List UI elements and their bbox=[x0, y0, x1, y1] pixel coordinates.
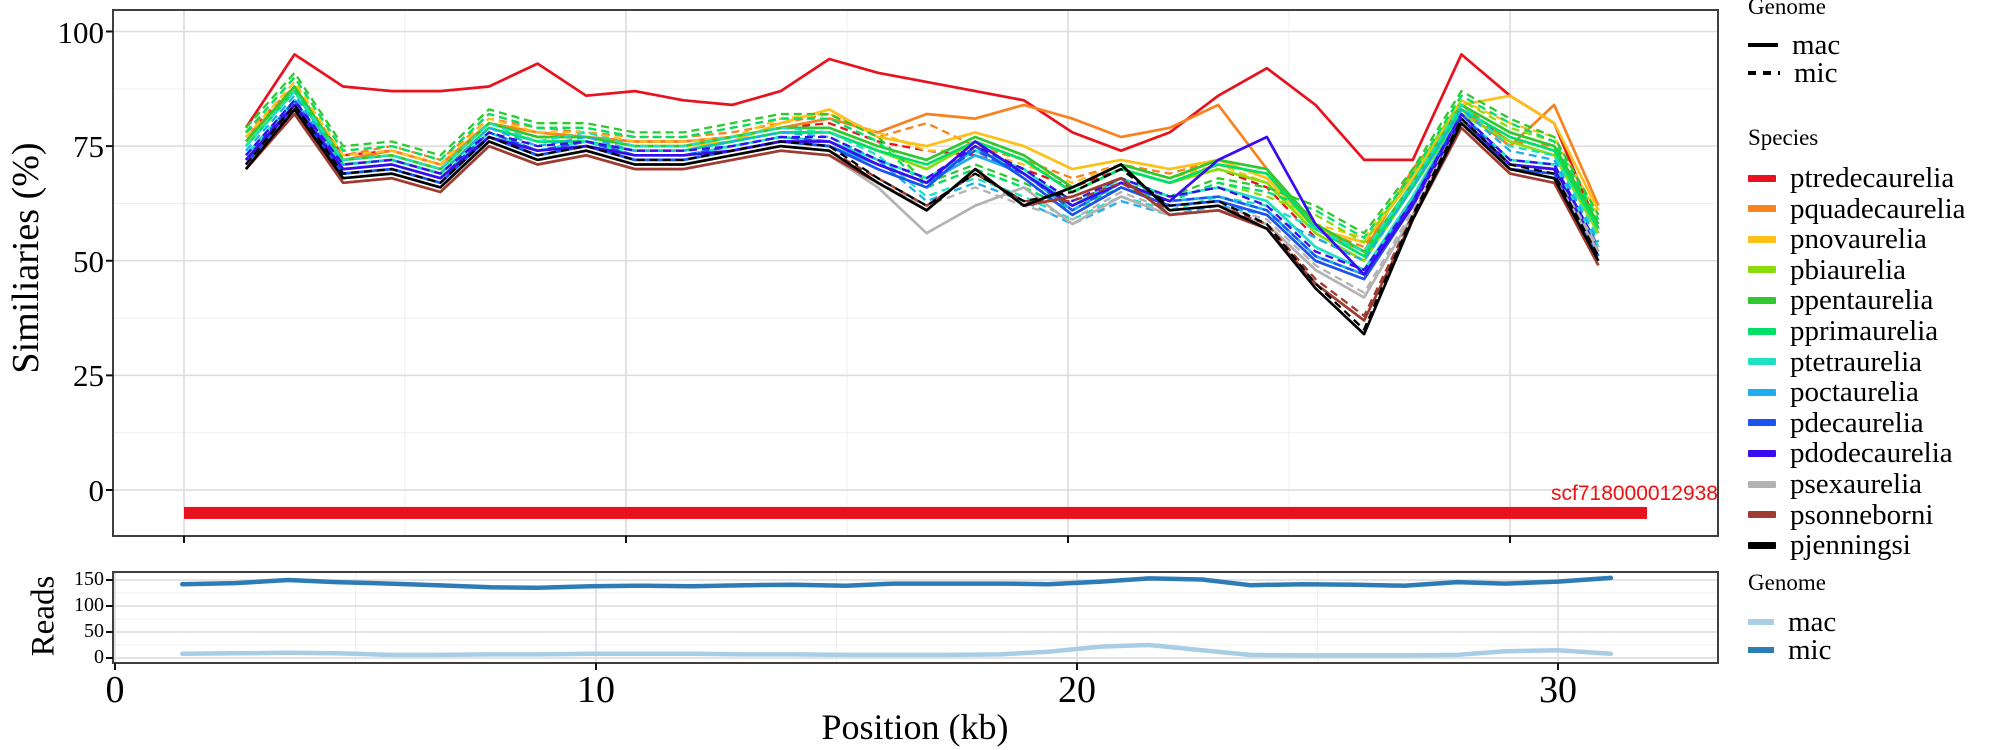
series-line-ptetraurelia-mic bbox=[245, 89, 1600, 253]
series-line-poctaurelia-mic bbox=[245, 94, 1600, 262]
legend-genome-top-title: Genome bbox=[1748, 0, 1826, 19]
legend-species-pdodecaurelia-label: pdodecaurelia bbox=[1790, 437, 1953, 470]
legend-species-pjenningsi: pjenningsi bbox=[1748, 530, 1911, 560]
scaffold-bar bbox=[184, 506, 1648, 519]
legend-genome-mic-key-icon bbox=[1748, 71, 1780, 75]
x-tick-label: 20 bbox=[1058, 669, 1096, 711]
legend-species-poctaurelia-key-icon bbox=[1748, 388, 1776, 396]
legend-species-ptredecaurelia-label: ptredecaurelia bbox=[1790, 162, 1955, 194]
legend-species-pdecaurelia-key-icon bbox=[1748, 419, 1776, 427]
legend-species-ppentaurelia: ppentaurelia bbox=[1748, 285, 1933, 315]
legend-species-pprimaurelia: pprimaurelia bbox=[1748, 316, 1938, 346]
series-line-pjenningsi-mac bbox=[244, 108, 1600, 336]
legend-species-pnovaurelia-label: pnovaurelia bbox=[1790, 223, 1927, 256]
reads-line-mac bbox=[180, 642, 1614, 658]
main-panel-border bbox=[112, 9, 1719, 537]
legend-genome-mac-label: mac bbox=[1792, 29, 1841, 61]
legend-reads-mac-label: mac bbox=[1788, 606, 1837, 638]
legend-genome-mac-key-icon bbox=[1748, 43, 1778, 47]
legend-reads-mac-key-icon bbox=[1748, 619, 1774, 625]
legend-genome-mic: mic bbox=[1748, 58, 1838, 88]
legend-species-pquadecaurelia: pquadecaurelia bbox=[1748, 194, 1966, 224]
legend-species-pnovaurelia-key-icon bbox=[1748, 235, 1776, 243]
legend-species-pdodecaurelia-key-icon bbox=[1748, 449, 1776, 457]
legend-genome-mac: mac bbox=[1748, 30, 1840, 60]
x-tick-label: 30 bbox=[1539, 669, 1577, 711]
legend-species-ptetraurelia-label: ptetraurelia bbox=[1790, 345, 1923, 378]
reads-line-mic bbox=[180, 575, 1614, 591]
main-y-tick-label: 50 bbox=[73, 243, 104, 279]
legend-reads-mac: mac bbox=[1748, 607, 1836, 637]
legend-species-psexaurelia: psexaurelia bbox=[1748, 469, 1922, 499]
legend-species-ppentaurelia-label: ppentaurelia bbox=[1790, 284, 1934, 317]
main-y-axis-title: Similiaries (%) bbox=[5, 142, 47, 374]
legend-species-ptetraurelia-key-icon bbox=[1748, 358, 1776, 366]
legend-species-pdodecaurelia: pdodecaurelia bbox=[1748, 438, 1953, 468]
reads-panel-bg bbox=[113, 572, 1718, 663]
legend-species-ptredecaurelia: ptredecaurelia bbox=[1748, 163, 1954, 193]
legend-species-pquadecaurelia-key-icon bbox=[1748, 205, 1776, 213]
legend-species-ptredecaurelia-key-icon bbox=[1748, 174, 1776, 182]
series-line-ptredecaurelia-mac bbox=[244, 53, 1600, 230]
x-tick-label: 0 bbox=[105, 669, 125, 711]
legend-species-poctaurelia: poctaurelia bbox=[1748, 377, 1919, 407]
series-line-pdodecaurelia-mic bbox=[245, 99, 1600, 272]
main-y-tick-label: 75 bbox=[73, 129, 104, 165]
legend-species-pdecaurelia-label: pdecaurelia bbox=[1790, 406, 1924, 439]
main-y-tick-label: 25 bbox=[73, 358, 104, 394]
reads-y-tick-label: 150 bbox=[74, 568, 104, 590]
legend-species-pdecaurelia: pdecaurelia bbox=[1748, 408, 1924, 438]
legend-species-ptetraurelia: ptetraurelia bbox=[1748, 347, 1922, 377]
legend-reads-mic: mic bbox=[1748, 635, 1832, 665]
legend-species-pbiaurelia-label: pbiaurelia bbox=[1790, 253, 1906, 286]
legend-species-psexaurelia-label: psexaurelia bbox=[1790, 468, 1923, 500]
legend-species-pquadecaurelia-label: pquadecaurelia bbox=[1790, 192, 1966, 225]
reads-y-tick-label: 50 bbox=[84, 620, 104, 642]
legend-genome-reads-title: Genome bbox=[1748, 570, 1826, 595]
legend-reads-mic-label: mic bbox=[1788, 634, 1832, 666]
main-panel-bg bbox=[113, 10, 1718, 536]
legend-species-pprimaurelia-key-icon bbox=[1748, 327, 1776, 335]
series-line-pjenningsi-mic bbox=[245, 103, 1600, 331]
legend-species-pprimaurelia-label: pprimaurelia bbox=[1790, 315, 1939, 347]
main-y-tick-label: 0 bbox=[88, 473, 105, 508]
legend-species-pbiaurelia: pbiaurelia bbox=[1748, 255, 1906, 285]
legend-species-ppentaurelia-key-icon bbox=[1748, 296, 1776, 304]
legend-genome-mic-label: mic bbox=[1794, 57, 1838, 89]
legend-species-pjenningsi-label: pjenningsi bbox=[1790, 529, 1911, 562]
legend-reads-mic-key-icon bbox=[1748, 647, 1774, 653]
reads-y-tick-label: 100 bbox=[74, 594, 104, 616]
legend-species-pnovaurelia: pnovaurelia bbox=[1748, 224, 1927, 254]
main-y-tick-label: 100 bbox=[57, 14, 105, 50]
x-axis-title: Position (kb) bbox=[821, 707, 1009, 747]
legend-species-psonneborni-label: psonneborni bbox=[1790, 498, 1934, 531]
reads-panel-border bbox=[112, 571, 1719, 664]
legend-species-poctaurelia-label: poctaurelia bbox=[1790, 376, 1919, 409]
legend-species-psonneborni: psonneborni bbox=[1748, 500, 1933, 530]
reads-y-tick-label: 0 bbox=[94, 646, 104, 668]
x-tick-label: 10 bbox=[577, 669, 615, 711]
legend-species-psexaurelia-key-icon bbox=[1748, 480, 1776, 488]
legend-species-psonneborni-key-icon bbox=[1748, 511, 1776, 519]
legend-species-title: Species bbox=[1748, 125, 1819, 150]
legend-species-pjenningsi-key-icon bbox=[1748, 541, 1776, 549]
legend-species-pbiaurelia-key-icon bbox=[1748, 266, 1776, 274]
scaffold-label: scf718000012938 bbox=[1551, 482, 1718, 505]
